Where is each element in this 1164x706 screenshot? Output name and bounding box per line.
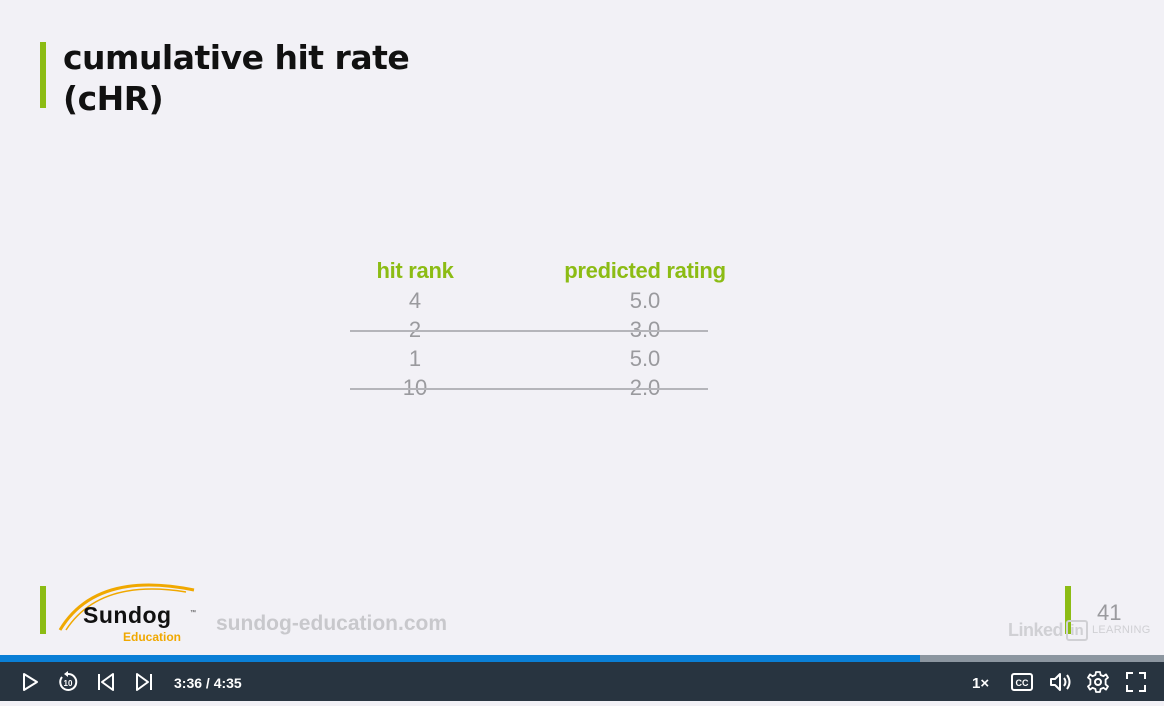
progress-bar[interactable] <box>0 655 1164 662</box>
next-icon <box>136 672 152 691</box>
previous-button[interactable] <box>90 662 122 701</box>
playback-speed-button[interactable]: 1× <box>972 675 990 692</box>
svg-text:CC: CC <box>1016 678 1029 688</box>
hit-rank-cell: 1 <box>408 346 422 371</box>
next-button[interactable] <box>128 662 160 701</box>
logo-name: Sundog <box>83 602 172 628</box>
strikethrough-line <box>350 330 708 332</box>
play-button[interactable] <box>14 662 46 701</box>
slide-number: 41 <box>1097 600 1122 625</box>
rewind-10-button[interactable]: 10 <box>52 662 84 701</box>
slide-title-line2: (cHR) <box>63 79 164 118</box>
previous-icon <box>98 672 114 691</box>
fullscreen-button[interactable] <box>1120 662 1152 701</box>
logo-trademark: ™ <box>190 610 196 616</box>
predicted-rating-cell: 2.0 <box>629 375 661 400</box>
sun-arc-icon <box>58 583 195 631</box>
footer-accent-bar-left <box>40 586 46 634</box>
slide-title: cumulative hit rate (cHR) <box>63 37 410 119</box>
linkedin-word: Linked <box>1008 620 1064 640</box>
progress-bar-fill <box>0 655 920 662</box>
fullscreen-icon <box>1126 671 1146 692</box>
footer-url: sundog-education.com <box>216 612 447 635</box>
hit-rank-cell: 10 <box>402 375 428 400</box>
volume-icon <box>1050 672 1071 691</box>
linkedin-in-box: in <box>1066 620 1088 641</box>
predicted-rating-cell: 3.0 <box>629 317 661 342</box>
column-header-hit-rank: hit rank <box>376 258 454 283</box>
video-slide[interactable]: cumulative hit rate (cHR) hit rank predi… <box>0 0 1164 655</box>
title-accent-bar <box>40 42 46 108</box>
settings-icon <box>1087 670 1109 693</box>
slide-title-line1: cumulative hit rate <box>63 38 410 77</box>
table-header-row: hit rank predicted rating <box>350 256 726 286</box>
hit-rank-table: hit rank predicted rating 4 5.0 2 3.0 1 … <box>350 256 726 402</box>
column-header-predicted-rating: predicted rating <box>564 258 726 283</box>
volume-button[interactable] <box>1045 662 1077 701</box>
time-display: 3:36 / 4:35 <box>174 675 242 691</box>
hit-rank-cell: 2 <box>365 315 465 344</box>
table-row: 2 3.0 <box>350 315 710 344</box>
table-row: 4 5.0 <box>350 286 710 315</box>
svg-text:10: 10 <box>64 679 73 688</box>
predicted-rating-cell: 5.0 <box>629 346 661 371</box>
hit-rank-cell: 4 <box>408 288 422 313</box>
settings-button[interactable] <box>1082 662 1114 701</box>
logo-sub: Education <box>123 630 182 644</box>
closed-captions-button[interactable]: CC <box>1006 662 1038 701</box>
table-row: 1 5.0 <box>350 344 710 373</box>
linkedin-learning-word: LEARNING <box>1092 624 1151 636</box>
footer-accent-bar-right <box>1065 586 1071 634</box>
rewind-10-icon: 10 <box>59 670 78 691</box>
closed-captions-icon: CC <box>1011 672 1033 691</box>
player-controls: 10 3:36 / 4:35 1× CC <box>0 662 1164 701</box>
predicted-rating-cell: 5.0 <box>629 288 661 313</box>
sundog-logo: Sundog ™ Education <box>56 574 206 646</box>
table-row: 10 2.0 <box>350 373 710 402</box>
strikethrough-line <box>350 388 708 390</box>
play-icon <box>23 672 38 691</box>
